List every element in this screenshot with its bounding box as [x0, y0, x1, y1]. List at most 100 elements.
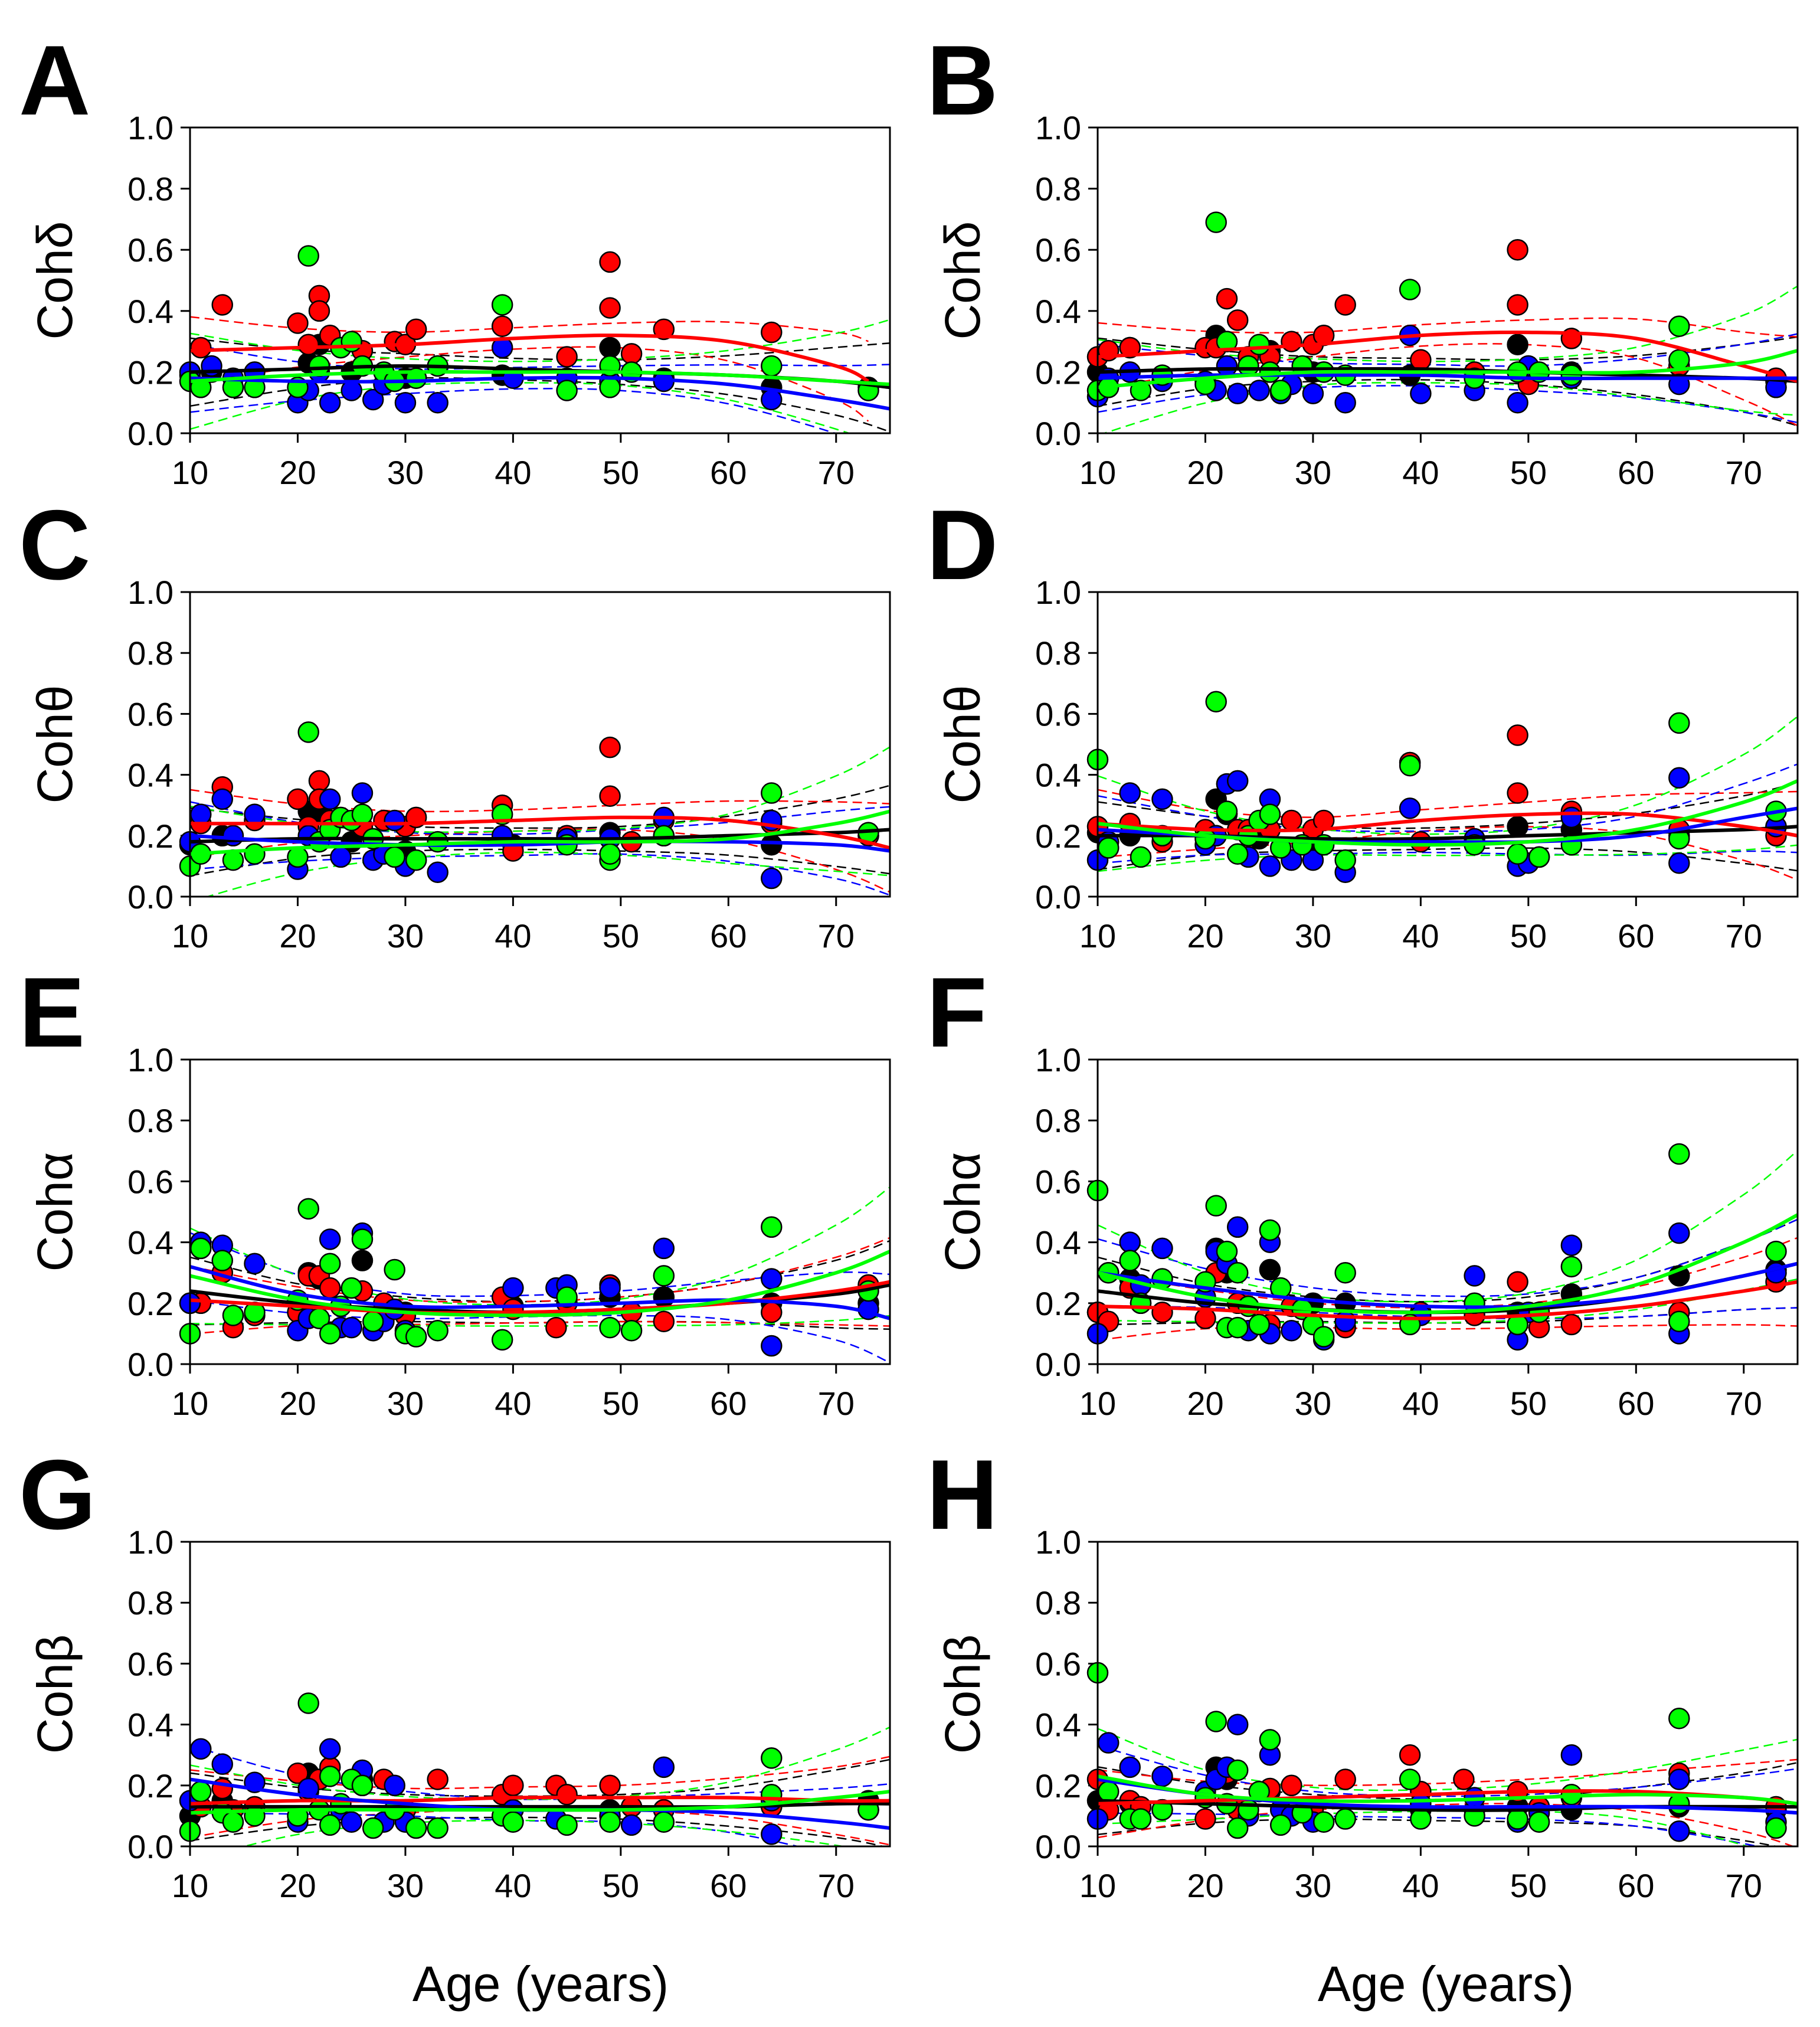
fit-line-green-g — [190, 1790, 890, 1815]
data-point-red — [556, 1784, 578, 1806]
data-point-green — [297, 1692, 319, 1714]
data-point-blue — [1259, 855, 1281, 877]
panel-letter-c: C — [19, 489, 90, 600]
data-point-red — [211, 294, 233, 316]
data-point-green — [1259, 1219, 1281, 1241]
data-point-green — [1668, 1310, 1690, 1333]
data-point-blue — [427, 391, 449, 414]
panel-letter-g: G — [19, 1439, 96, 1550]
data-point-red — [287, 1762, 309, 1784]
data-point-red — [1410, 349, 1432, 371]
x-tick-label-b: 10 — [1079, 454, 1116, 491]
confidence-band-red-a — [190, 346, 869, 422]
x-tick-label-h: 10 — [1079, 1867, 1116, 1904]
panel-letter-a: A — [19, 25, 90, 136]
confidence-band-red-f — [1098, 1324, 1798, 1341]
y-tick-label-b: 0.6 — [1035, 231, 1081, 269]
data-point-blue — [1668, 767, 1690, 789]
data-point-green — [319, 1253, 341, 1274]
data-point-red — [599, 785, 621, 807]
data-point-green — [653, 1811, 675, 1833]
data-point-blue — [319, 1738, 341, 1760]
data-point-green — [405, 849, 427, 871]
fit-line-red-f — [1098, 1280, 1798, 1320]
data-point-green — [1130, 846, 1152, 868]
fit-line-red-b — [1098, 330, 1798, 383]
x-tick-label-d: 20 — [1187, 917, 1223, 954]
fit-line-blue-c — [190, 833, 890, 853]
fit-line-red-e — [190, 1280, 890, 1315]
data-point-green — [427, 1319, 449, 1342]
x-tick-label-c: 50 — [603, 917, 639, 954]
data-point-blue — [244, 1253, 266, 1274]
panel-letter-d: D — [927, 489, 998, 600]
confidence-band-green-d — [1098, 844, 1798, 872]
x-tick-label-h: 70 — [1726, 1867, 1762, 1904]
y-tick-label-g: 0.2 — [127, 1767, 174, 1804]
x-tick-label-a: 30 — [387, 454, 424, 491]
confidence-band-red-c — [190, 828, 890, 893]
data-point-red — [1507, 1271, 1528, 1293]
data-point-blue — [1507, 391, 1528, 414]
fit-lines-h — [1098, 1774, 1798, 1815]
confidence-band-black-c — [190, 784, 890, 829]
confidence-band-blue-c — [190, 853, 890, 896]
data-point-green — [384, 846, 405, 868]
plot-frame-g — [189, 1541, 891, 1848]
data-point-red — [761, 321, 783, 344]
data-point-blue — [351, 782, 374, 804]
y-tick-label-h: 1.0 — [1035, 1523, 1081, 1561]
panels-group: A Cohδ 0.0 0.2 0.4 0.6 0.8 1.0 10 20 30 40 50 60 70 B Co… — [19, 25, 1799, 1904]
x-tick-label-c: 40 — [495, 917, 531, 954]
plot-frame-d — [1096, 591, 1799, 898]
data-point-blue — [1334, 391, 1356, 414]
data-point-red — [1194, 1808, 1216, 1830]
data-point-blue — [502, 1277, 524, 1299]
data-point-green — [405, 1817, 427, 1839]
y-tick-label-b: 0.0 — [1035, 415, 1081, 452]
data-point-green — [1312, 1811, 1335, 1833]
plot-frame-f — [1096, 1058, 1799, 1365]
data-point-green — [222, 1305, 244, 1326]
fit-lines-b — [1098, 330, 1798, 390]
x-tick-label-d: 30 — [1295, 917, 1331, 954]
x-tick-label-g: 40 — [495, 1867, 531, 1904]
data-point-green — [1216, 800, 1238, 822]
data-point-green — [189, 1237, 212, 1260]
panel-h: H Cohβ 0.0 0.2 0.4 0.6 0.8 1.0 10 20 30 40 50 60 70 — [927, 1439, 1799, 1904]
confidence-band-black-d — [1098, 847, 1798, 872]
x-tick-label-h: 40 — [1402, 1867, 1439, 1904]
x-tick-label-d: 60 — [1618, 917, 1654, 954]
data-point-blue — [761, 1268, 783, 1290]
y-axis-label-d: Cohθ — [935, 685, 990, 804]
data-point-green — [297, 721, 319, 743]
data-point-green — [1668, 712, 1690, 734]
confidence-band-red-b — [1098, 317, 1798, 338]
confidence-band-blue-a — [190, 388, 838, 433]
fit-lines-a — [190, 334, 890, 411]
data-point-green — [351, 1228, 374, 1250]
y-tick-label-g: 0.4 — [127, 1706, 174, 1744]
x-tick-label-e: 50 — [603, 1385, 639, 1422]
panel-a: A Cohδ 0.0 0.2 0.4 0.6 0.8 1.0 10 20 30 40 50 60 70 — [19, 25, 891, 491]
data-point-blue — [1151, 1766, 1173, 1787]
data-point-green — [653, 1265, 675, 1287]
data-point-blue — [1560, 1234, 1583, 1257]
x-tick-label-g: 20 — [279, 1867, 316, 1904]
points-e — [179, 1198, 879, 1357]
data-point-red — [761, 1302, 783, 1323]
fit-line-blue-e — [190, 1264, 890, 1320]
data-point-red — [308, 770, 330, 792]
data-point-blue — [189, 803, 212, 825]
data-point-green — [351, 803, 374, 825]
data-point-blue — [1226, 1714, 1249, 1735]
fit-line-black-h — [1098, 1799, 1798, 1812]
data-point-green — [502, 1811, 524, 1833]
fit-line-green-f — [1098, 1213, 1798, 1315]
data-point-red — [1507, 294, 1528, 316]
x-tick-label-a: 40 — [495, 454, 531, 491]
confidence-band-black-b — [1098, 336, 1798, 361]
confidence-band-red-d — [1098, 826, 1798, 881]
data-point-green — [1216, 331, 1238, 352]
